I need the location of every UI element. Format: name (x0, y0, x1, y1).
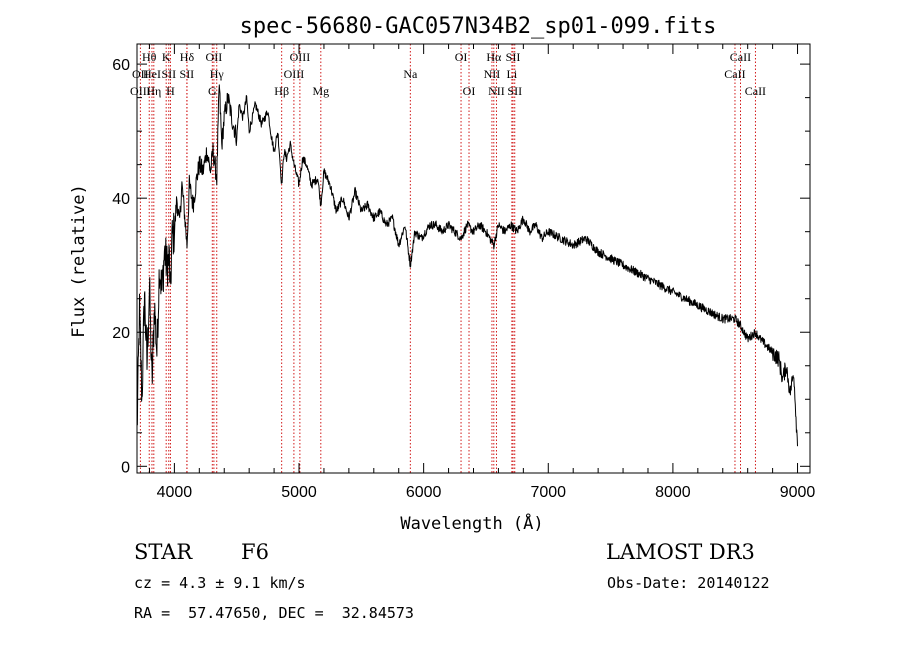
series-layer (136, 84, 798, 447)
x-axis-label: Wavelength (Å) (400, 512, 543, 534)
spectral-line-labels: Hθ OII OIII HeI Hη K SII H Hδ SII OII Hγ G Hβ OIII OIII… (130, 50, 766, 98)
y-tick-label: 20 (112, 325, 130, 342)
observation-date: Obs-Date: 20140122 (607, 574, 770, 592)
spectral-line-label: SII (506, 50, 521, 64)
spectral-line-label: SII (161, 67, 176, 81)
spectral-line-label: OII (132, 67, 149, 81)
spectral-line-label: NII (488, 84, 505, 98)
spectral-line-label: Hδ (180, 50, 195, 64)
spectral-line-label: NII (484, 67, 501, 81)
spectral-line-label: HeI (143, 67, 161, 81)
x-tick-label: 5000 (281, 484, 317, 501)
redshift-readout: cz = 4.3 ± 9.1 km/s (134, 574, 306, 592)
y-tick-label: 0 (121, 459, 130, 476)
spectral-line-label: Hβ (274, 84, 289, 98)
spectral-line-label: OIII (284, 67, 305, 81)
spectral-line-label: Hη (146, 84, 161, 98)
chart-title: spec-56680-GAC057N34B2_sp01-099.fits (240, 14, 717, 39)
spectral-line-label: H (166, 84, 175, 98)
spectral-line-label: Mg (312, 84, 329, 98)
spectral-line-label: Li (507, 67, 518, 81)
spectral-line-label: SII (507, 84, 522, 98)
x-tick-label: 8000 (655, 484, 691, 501)
spectral-line-label: CaII (724, 67, 745, 81)
spectral-line-label: OIII (290, 50, 311, 64)
y-axis-label: Flux (relative) (69, 184, 89, 338)
x-tick-label: 4000 (157, 484, 193, 501)
spectral-line-label: Hγ (210, 67, 225, 81)
y-tick-label: 40 (112, 191, 130, 208)
spectral-line-markers (139, 44, 756, 473)
spectral-line-label: Hθ (142, 50, 157, 64)
x-tick-label: 6000 (406, 484, 442, 501)
survey-name: LAMOST DR3 (606, 540, 755, 564)
spectral-line-label: CaII (745, 84, 766, 98)
y-axis-ticks: 0 20 40 60 (112, 57, 810, 476)
x-axis-ticks: 4000 5000 6000 7000 8000 9000 (148, 44, 816, 501)
spectral-line-label: OIII (130, 84, 151, 98)
x-tick-label: 9000 (780, 484, 816, 501)
spectrum-line (136, 84, 798, 447)
spectral-line-label: K (162, 50, 171, 64)
spectral-line-label: G (208, 84, 217, 98)
object-class: STAR (134, 540, 193, 564)
spectral-line-label: OII (206, 50, 223, 64)
spectral-line-label: OI (455, 50, 468, 64)
x-tick-label: 7000 (530, 484, 566, 501)
plot-frame (136, 43, 811, 474)
object-subclass: F6 (241, 540, 269, 564)
y-tick-label: 60 (112, 57, 130, 74)
spectral-line-label: OI (463, 84, 476, 98)
spectral-line-label: CaII (730, 50, 751, 64)
spectral-line-label: SII (180, 67, 195, 81)
spectral-line-label: Hα (486, 50, 502, 64)
spectral-line-label: Na (403, 67, 418, 81)
coordinates-readout: RA = 57.47650, DEC = 32.84573 (134, 604, 414, 622)
